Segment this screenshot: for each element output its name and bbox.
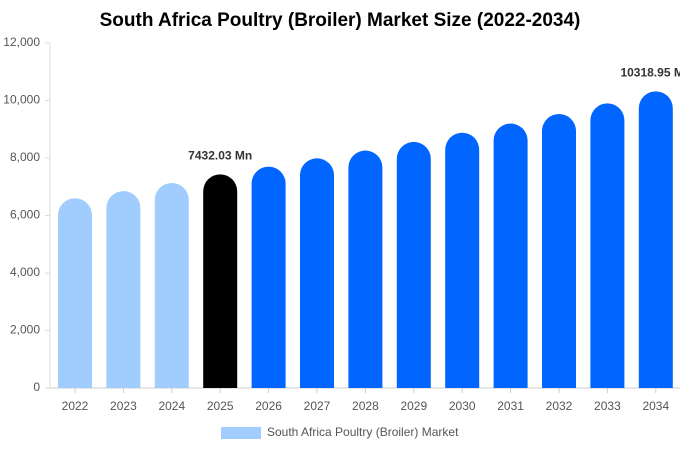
bar	[203, 174, 238, 388]
x-tick-label: 2032	[546, 399, 573, 413]
bar	[106, 191, 141, 388]
x-tick-label: 2034	[642, 399, 669, 413]
bar	[58, 198, 92, 388]
y-tick-label: 8,000	[10, 150, 40, 164]
x-tick-label: 2028	[352, 399, 379, 413]
bar	[542, 114, 576, 388]
x-tick-label: 2026	[255, 399, 282, 413]
bar	[396, 141, 431, 388]
bar	[300, 158, 334, 388]
y-tick-label: 12,000	[3, 35, 40, 49]
x-tick-label: 2033	[594, 399, 621, 413]
chart-title: South Africa Poultry (Broiler) Market Si…	[100, 10, 581, 31]
legend-swatch	[221, 427, 261, 439]
x-tick-label: 2022	[62, 399, 89, 413]
y-tick-label: 2,000	[10, 323, 40, 337]
bar	[251, 166, 286, 388]
bar	[638, 91, 673, 388]
bar	[590, 103, 625, 388]
x-tick-label: 2025	[207, 399, 234, 413]
y-tick-label: 10,000	[3, 93, 40, 107]
x-tick-label: 2030	[449, 399, 476, 413]
y-tick-label: 0	[33, 380, 40, 394]
x-tick-label: 2024	[158, 399, 185, 413]
bar	[445, 132, 480, 388]
value-label: 7432.03 Mn	[188, 149, 252, 163]
y-tick-label: 4,000	[10, 265, 40, 279]
x-tick-label: 2023	[110, 399, 137, 413]
bar	[348, 150, 383, 388]
x-tick-label: 2029	[400, 399, 427, 413]
x-tick-label: 2031	[497, 399, 524, 413]
x-tick-label: 2027	[304, 399, 331, 413]
legend-label: South Africa Poultry (Broiler) Market	[267, 425, 459, 439]
bar	[154, 183, 189, 388]
y-tick-label: 6,000	[10, 208, 40, 222]
bar	[493, 123, 528, 388]
value-label: 10318.95 Mn	[620, 66, 680, 80]
